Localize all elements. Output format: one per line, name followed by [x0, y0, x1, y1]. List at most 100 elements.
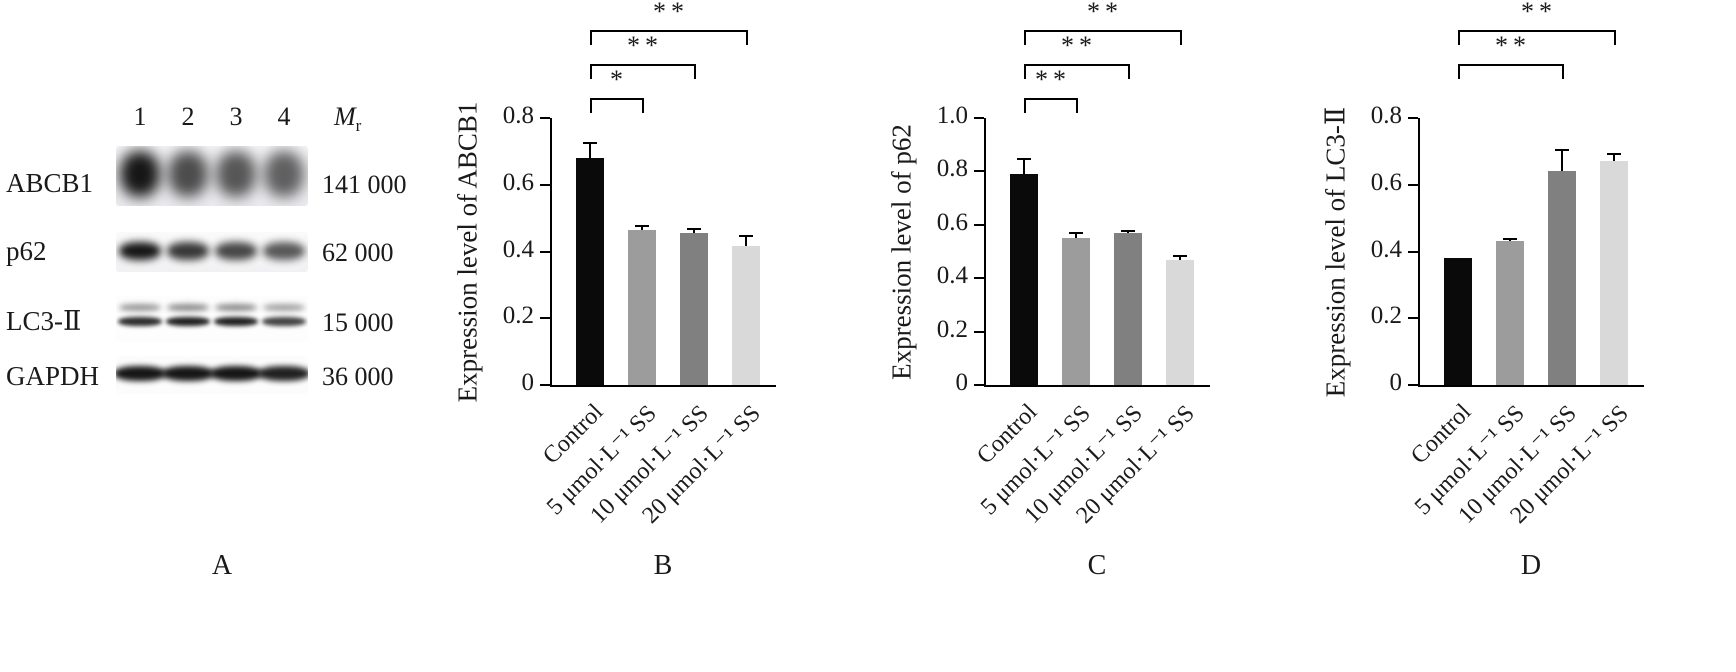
- significance-bracket-end: [1614, 30, 1616, 45]
- significance-bracket-end: [1024, 64, 1026, 79]
- error-bar-cap: [1173, 254, 1187, 257]
- blot-band: [116, 366, 166, 381]
- significance-bracket-end: [642, 98, 644, 113]
- significance-bracket: [1458, 30, 1616, 32]
- error-bar: [641, 226, 643, 230]
- blot-band: [258, 366, 308, 381]
- significance-bracket-end: [1024, 98, 1026, 113]
- bar: [1600, 161, 1628, 385]
- significance-bracket-end: [1180, 30, 1182, 45]
- blot-band: [214, 317, 258, 326]
- mr-main: M: [334, 102, 356, 131]
- error-bar-cap: [1607, 153, 1621, 156]
- y-tick: [974, 117, 984, 119]
- blot-band: [263, 304, 305, 311]
- significance-bracket: [1024, 30, 1182, 32]
- significance-bracket: [1024, 64, 1130, 66]
- significance-bracket: [1024, 98, 1078, 100]
- bar: [732, 246, 760, 385]
- blot-strip: [116, 232, 308, 272]
- y-tick: [540, 317, 550, 320]
- y-tick-label: 0.4: [936, 262, 968, 290]
- chart-panel-d: Expression level of LC3-Ⅱ 0 0.2 0.4 0.6 0.8 Co…: [1306, 0, 1736, 672]
- error-bar-cap: [635, 225, 649, 228]
- significance-bracket: [1458, 64, 1564, 66]
- weight-label: 62 000: [322, 238, 394, 267]
- y-tick: [974, 170, 984, 173]
- y-tick-label: 0.8: [1370, 102, 1402, 129]
- blot-band: [210, 366, 262, 381]
- y-tick: [974, 223, 984, 226]
- y-tick-label: 0.8: [936, 155, 968, 183]
- y-tick: [1408, 317, 1418, 320]
- y-tick-label: 0.6: [1370, 168, 1402, 196]
- significance-stars: **: [1521, 0, 1557, 26]
- y-tick: [1408, 250, 1418, 253]
- blot-band: [168, 151, 208, 197]
- y-tick-label: 0.6: [936, 208, 968, 236]
- y-tick-label: 0.4: [1370, 235, 1402, 263]
- x-axis: [984, 385, 1210, 387]
- y-tick: [540, 384, 550, 386]
- protein-label: p62: [6, 236, 47, 266]
- significance-bracket-end: [1024, 30, 1026, 45]
- y-axis: [550, 118, 552, 387]
- y-tick-label: 1.0: [936, 102, 968, 129]
- bar: [628, 229, 656, 385]
- blot-band: [119, 304, 161, 311]
- error-bar: [1509, 239, 1511, 242]
- blot-band: [215, 304, 257, 311]
- y-tick: [1408, 183, 1418, 186]
- mr-sub: r: [355, 116, 362, 136]
- y-tick: [974, 330, 984, 333]
- blot-band: [162, 366, 214, 381]
- error-bar-cap: [583, 142, 597, 145]
- bar: [1548, 171, 1576, 385]
- y-tick-label: 0.2: [936, 315, 968, 343]
- error-bar: [1075, 232, 1077, 239]
- significance-bracket: [590, 98, 644, 100]
- y-tick: [974, 277, 984, 280]
- significance-bracket-end: [746, 30, 748, 45]
- error-bar-cap: [687, 228, 701, 231]
- bar: [680, 233, 708, 385]
- significance-bracket-end: [1128, 64, 1130, 79]
- y-axis: [1418, 118, 1420, 387]
- panel-letter: D: [1520, 550, 1542, 581]
- error-bar: [1127, 230, 1129, 233]
- y-tick: [540, 183, 550, 186]
- error-bar: [1179, 255, 1181, 260]
- error-bar: [745, 236, 747, 247]
- y-tick-label: 0: [1389, 369, 1403, 396]
- lane-number: 2: [181, 102, 195, 131]
- blot-strip: [116, 356, 308, 394]
- protein-label: ABCB1: [6, 168, 94, 198]
- blot-strip: [116, 296, 308, 342]
- y-tick-label: 0.6: [502, 168, 534, 196]
- blot-band: [167, 242, 209, 260]
- error-bar: [589, 143, 591, 159]
- blot-band: [262, 317, 306, 326]
- weight-label: 36 000: [322, 362, 394, 391]
- error-bar-cap: [1555, 148, 1569, 151]
- significance-bracket-end: [694, 64, 696, 79]
- blot-band: [118, 317, 162, 326]
- y-tick: [540, 250, 550, 253]
- significance-bracket-end: [1562, 64, 1564, 79]
- lane-number: 4: [277, 102, 291, 131]
- significance-bracket-end: [1458, 30, 1460, 45]
- bar: [1010, 174, 1038, 385]
- protein-label: GAPDH: [6, 361, 100, 391]
- y-tick: [540, 117, 550, 119]
- panel-letter: A: [211, 550, 233, 581]
- significance-bracket-end: [590, 64, 592, 79]
- significance-bracket: [590, 64, 696, 66]
- error-bar-cap: [1069, 231, 1083, 234]
- lane-number: 1: [133, 102, 147, 131]
- y-tick-label: 0.4: [502, 235, 534, 263]
- error-bar-cap: [739, 235, 753, 238]
- significance-stars: **: [653, 0, 689, 26]
- blot-band: [263, 242, 305, 260]
- chart-panel-b: Expression level of ABCB1 0 0.2 0.4 0.6 0.8 Co…: [438, 0, 872, 672]
